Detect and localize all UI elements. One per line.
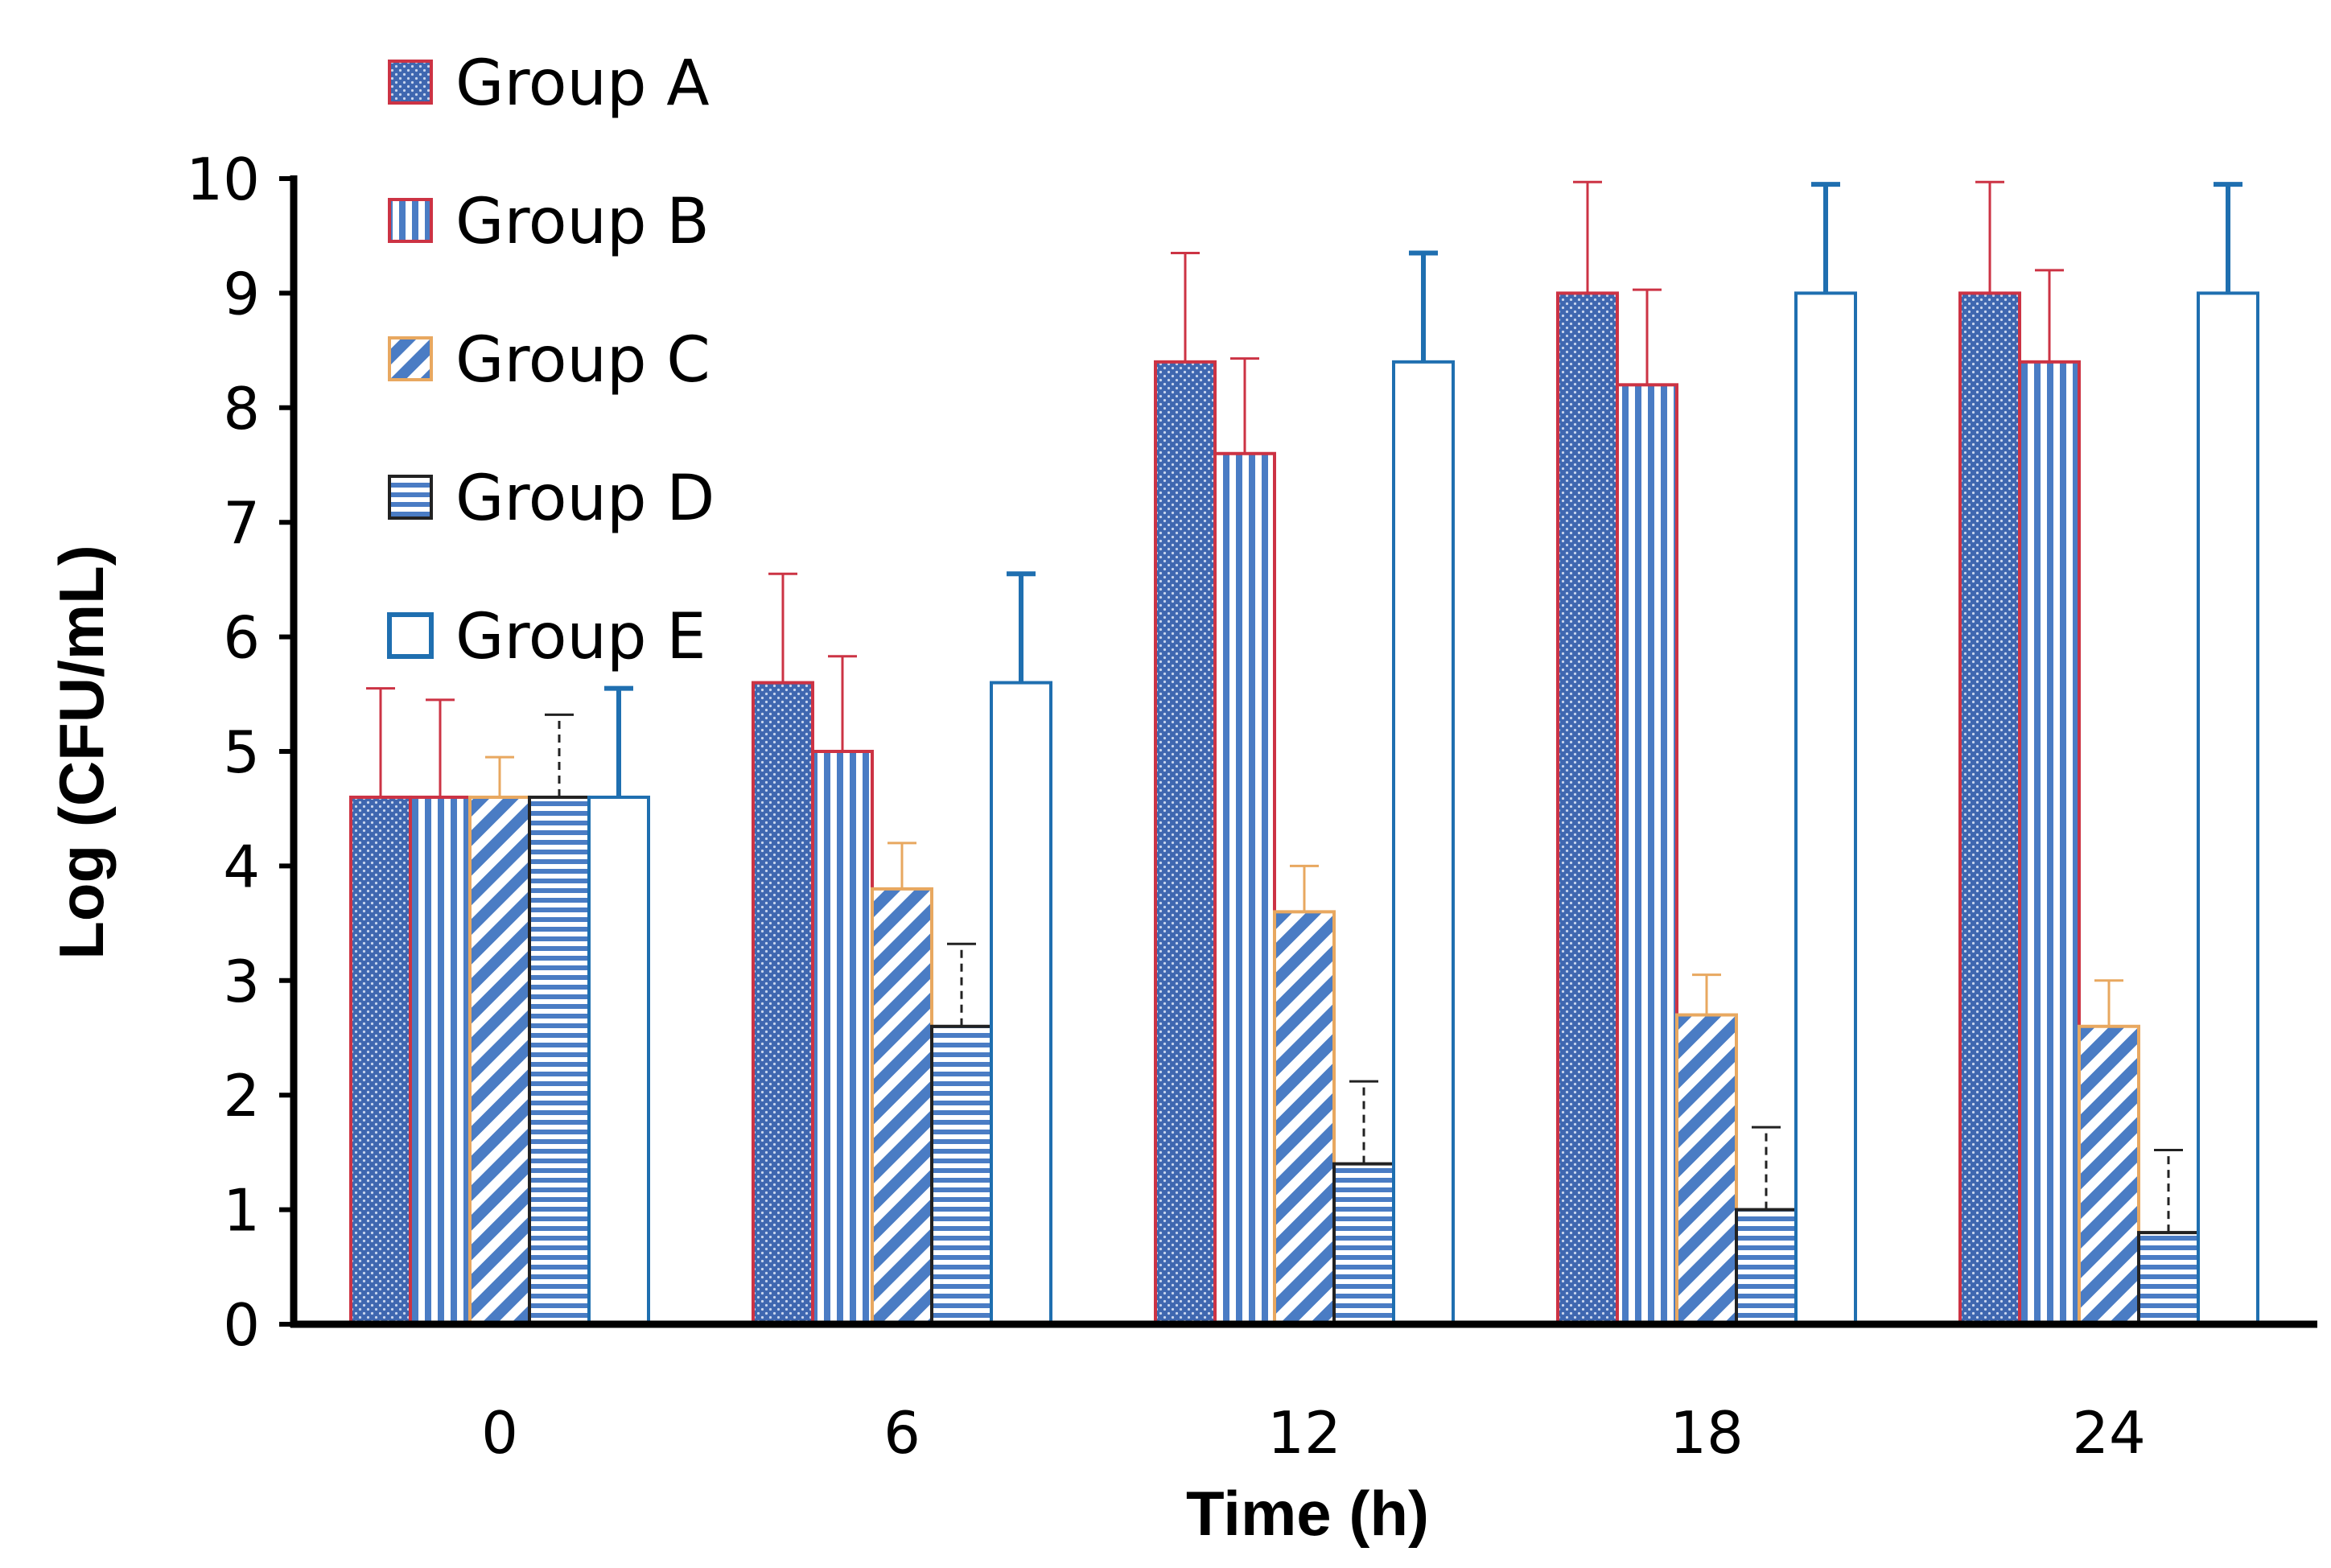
legend-entry-group-e: Group E	[387, 601, 706, 673]
error-bar-group-a-t0	[366, 687, 395, 797]
error-bar-group-b-t0	[426, 698, 455, 797]
bar-group-c-t18	[1675, 1013, 1738, 1327]
y-tick-label-3: 3	[223, 948, 260, 1015]
bar-group-e-t6	[990, 681, 1052, 1326]
error-bar-group-c-t0	[485, 755, 514, 797]
bar-group-d-t24	[2137, 1231, 2200, 1326]
bar-group-d-t12	[1332, 1162, 1395, 1327]
bar-group-c-t12	[1273, 910, 1336, 1326]
error-bar-group-a-t18	[1573, 180, 1602, 294]
error-bar-group-d-t18	[1752, 1126, 1781, 1210]
error-bar-group-e-t12	[1409, 250, 1438, 362]
error-bar-group-b-t6	[828, 655, 857, 751]
error-bar-group-d-t6	[947, 942, 976, 1027]
x-tick-label-24: 24	[2072, 1399, 2146, 1467]
y-axis-title: Log (CFU/mL)	[46, 545, 117, 960]
error-bar-group-e-t0	[604, 685, 633, 797]
bar-group-c-t0	[468, 795, 531, 1326]
error-bar-group-b-t18	[1633, 288, 1662, 385]
bar-group-d-t6	[930, 1024, 993, 1326]
legend-swatch	[388, 198, 433, 243]
error-bar-group-d-t24	[2154, 1149, 2183, 1233]
legend-label: Group D	[455, 463, 715, 535]
bar-group-a-t12	[1154, 360, 1217, 1327]
legend-entry-group-b: Group B	[388, 186, 710, 258]
legend-label: Group B	[455, 186, 710, 258]
error-bar-group-e-t6	[1007, 571, 1036, 683]
bar-group-b-t18	[1616, 383, 1678, 1327]
bar-group-d-t18	[1735, 1208, 1798, 1326]
error-bar-group-b-t24	[2035, 269, 2064, 362]
error-bar-group-e-t24	[2214, 182, 2242, 294]
y-tick-label-2: 2	[223, 1062, 260, 1130]
x-tick-label-18: 18	[1670, 1399, 1744, 1467]
legend-entry-group-a: Group A	[388, 47, 710, 120]
bar-group-c-t6	[871, 887, 933, 1326]
bar-group-e-t24	[2197, 291, 2259, 1326]
error-bar-group-a-t6	[768, 572, 797, 683]
y-tick-label-1: 1	[223, 1177, 260, 1245]
error-bar-group-c-t12	[1290, 864, 1319, 912]
bar-group-a-t6	[752, 681, 814, 1326]
legend-swatch	[387, 612, 434, 659]
legend: Group A Group B Group C Group D Group E	[387, 47, 715, 673]
y-tick-label-6: 6	[223, 604, 260, 672]
x-tick-label-6: 6	[883, 1399, 920, 1467]
error-bar-group-d-t0	[545, 713, 574, 797]
y-tick-label-5: 5	[223, 718, 260, 786]
error-bars-layer	[366, 180, 2242, 1233]
y-tick-label-10: 10	[186, 146, 260, 213]
bar-group-e-t18	[1794, 291, 1857, 1326]
y-tick-label-4: 4	[223, 833, 260, 900]
error-bar-group-c-t24	[2094, 979, 2123, 1027]
error-bar-group-a-t12	[1171, 252, 1200, 362]
legend-label: Group E	[455, 601, 706, 673]
legend-swatch	[388, 336, 433, 381]
y-tick-label-0: 0	[223, 1291, 260, 1359]
error-bar-group-c-t6	[888, 842, 916, 889]
error-bar-group-a-t24	[1975, 180, 2004, 294]
x-tick-label-12: 12	[1267, 1399, 1341, 1467]
error-bar-group-c-t18	[1692, 973, 1721, 1015]
legend-label: Group A	[455, 47, 710, 120]
bar-group-d-t0	[528, 795, 591, 1326]
y-tick-label-8: 8	[223, 375, 260, 442]
bar-group-b-t24	[2018, 360, 2081, 1327]
bar-group-b-t12	[1213, 451, 1276, 1326]
legend-swatch	[388, 60, 433, 105]
x-axis-title: Time (h)	[1186, 1478, 1429, 1549]
bar-group-e-t12	[1392, 360, 1455, 1327]
bar-group-b-t0	[409, 795, 472, 1326]
bar-group-e-t0	[587, 795, 650, 1326]
y-tick-label-9: 9	[223, 260, 260, 327]
legend-label: Group C	[455, 324, 710, 397]
bar-group-a-t0	[349, 795, 412, 1326]
legend-entry-group-d: Group D	[388, 463, 715, 535]
legend-entry-group-c: Group C	[388, 324, 710, 397]
bar-group-a-t24	[1958, 291, 2021, 1326]
bars-layer	[349, 291, 2259, 1327]
error-bar-group-e-t18	[1811, 182, 1840, 294]
bar-group-a-t18	[1556, 291, 1619, 1326]
error-bar-group-d-t12	[1349, 1080, 1378, 1164]
axes-layer	[279, 175, 2317, 1328]
legend-swatch	[388, 475, 433, 520]
error-bar-group-b-t12	[1230, 357, 1259, 454]
bar-group-c-t24	[2078, 1024, 2140, 1326]
y-tick-label-7: 7	[223, 489, 260, 557]
bar-group-b-t6	[811, 750, 874, 1326]
x-tick-label-0: 0	[481, 1399, 518, 1467]
